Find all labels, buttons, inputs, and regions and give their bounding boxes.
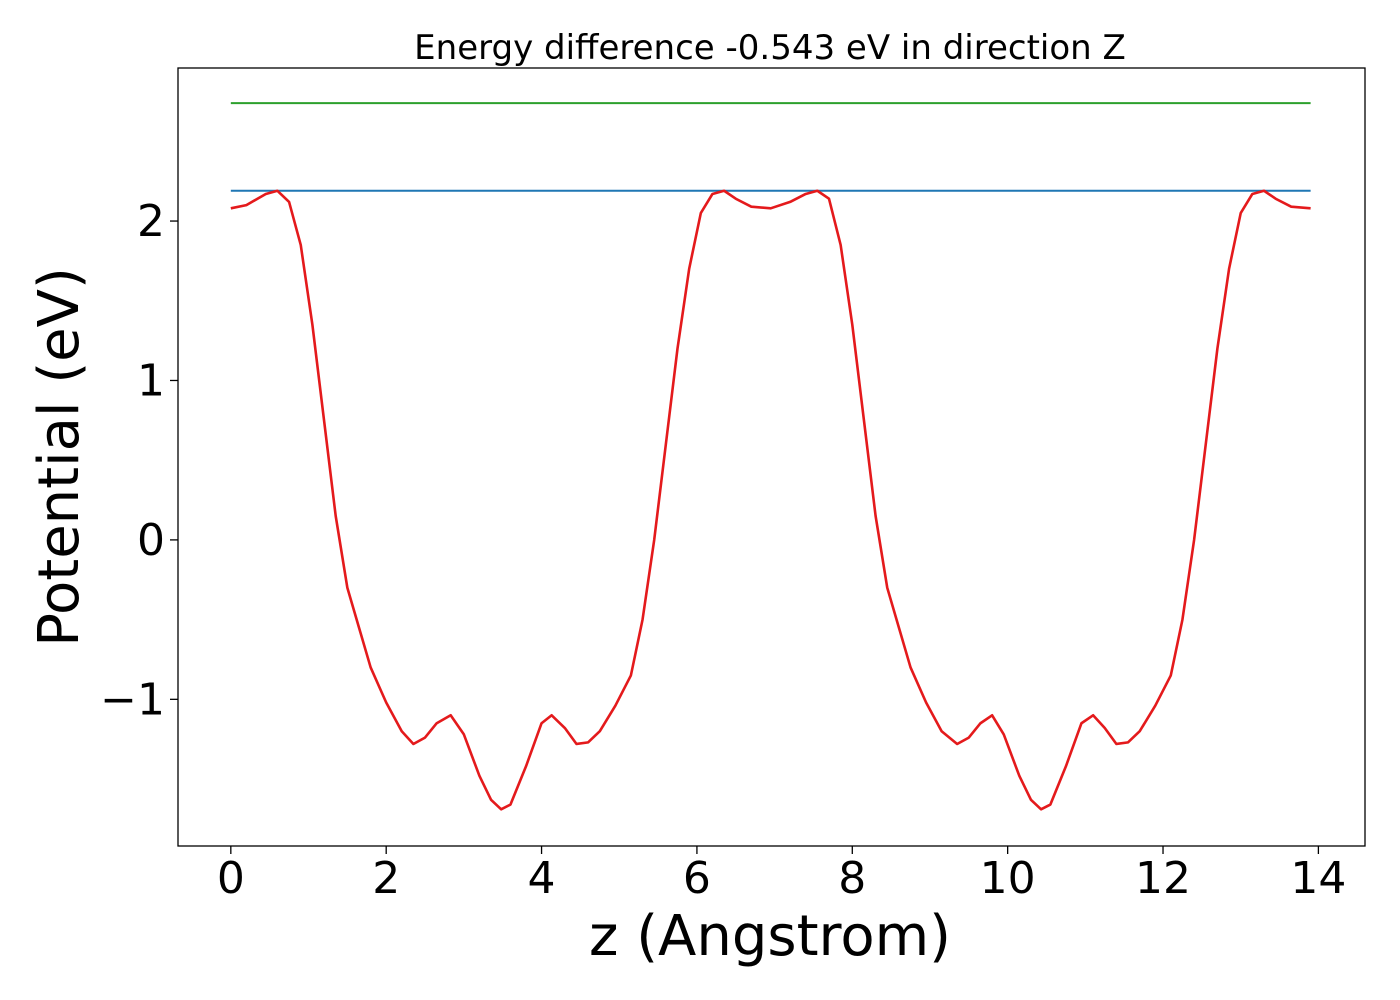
x-tick-label: 12 xyxy=(1135,853,1191,904)
x-tick-label: 2 xyxy=(372,853,400,904)
x-tick-label: 0 xyxy=(217,853,245,904)
x-tick-label: 8 xyxy=(838,853,866,904)
series-layer xyxy=(230,102,1311,811)
plot-area-frame xyxy=(177,67,1366,847)
x-tick-label: 14 xyxy=(1290,853,1346,904)
chart-title: Energy difference -0.543 eV in direction… xyxy=(414,28,1126,68)
y-axis-label: Potential (eV) xyxy=(27,267,92,647)
x-tick-label: 10 xyxy=(980,853,1036,904)
x-axis-label: z (Angstrom) xyxy=(589,904,951,969)
series-line-2 xyxy=(230,189,1311,811)
x-tick-label: 6 xyxy=(683,853,711,904)
y-tick-label: 0 xyxy=(137,515,165,566)
x-tick-label: 4 xyxy=(528,853,556,904)
y-tick-label: −1 xyxy=(100,674,165,725)
y-tick-label: 2 xyxy=(137,196,165,247)
y-tick-label: 1 xyxy=(137,355,165,406)
